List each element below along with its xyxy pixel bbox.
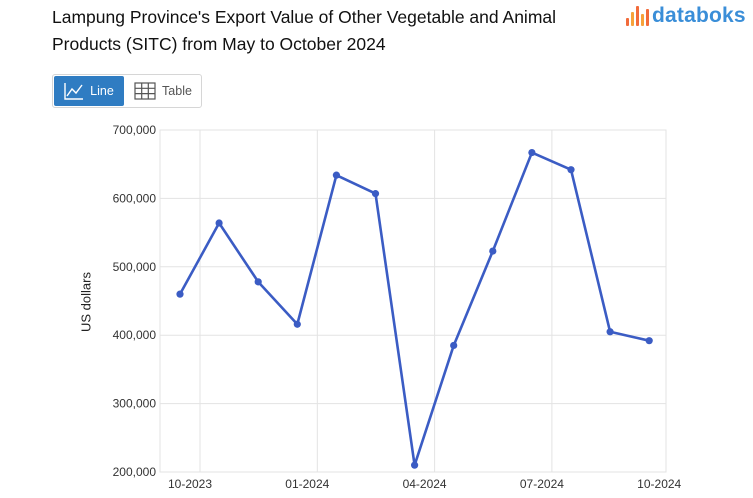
- y-tick-label: 300,000: [113, 397, 157, 411]
- x-tick-label: 01-2024: [285, 477, 329, 491]
- data-point[interactable]: [450, 341, 458, 350]
- series-line: [178, 151, 650, 467]
- x-tick-label: 04-2024: [403, 477, 447, 491]
- y-tick-label: 200,000: [113, 465, 157, 479]
- databoks-logo[interactable]: databoks: [626, 2, 746, 30]
- view-toggle: Line Table: [52, 74, 202, 108]
- line-chart-icon: [64, 83, 84, 100]
- x-tick-label: 07-2024: [520, 477, 564, 491]
- data-point[interactable]: [528, 148, 536, 157]
- table-view-label: Table: [162, 84, 192, 98]
- data-point[interactable]: [567, 166, 575, 174]
- table-grid-icon: [134, 82, 156, 100]
- databoks-bars-icon: [626, 6, 649, 26]
- gridlines: [159, 129, 667, 473]
- data-point[interactable]: [371, 190, 380, 198]
- y-tick-label: 500,000: [113, 260, 157, 274]
- logo-text: databoks: [652, 4, 746, 27]
- data-point[interactable]: [489, 247, 497, 255]
- x-tick-label: 10-2023: [168, 477, 212, 491]
- data-point[interactable]: [215, 219, 223, 227]
- data-point[interactable]: [254, 278, 262, 286]
- data-point[interactable]: [645, 337, 653, 345]
- line-view-button[interactable]: Line: [54, 76, 124, 106]
- table-view-button[interactable]: Table: [125, 75, 201, 107]
- x-tick-label: 10-2024: [637, 477, 681, 491]
- data-point[interactable]: [332, 171, 340, 179]
- chart-title: Lampung Province's Export Value of Other…: [52, 7, 557, 54]
- data-point[interactable]: [606, 328, 614, 336]
- data-point[interactable]: [293, 320, 301, 328]
- data-point[interactable]: [176, 290, 184, 298]
- line-view-label: Line: [90, 84, 114, 98]
- y-tick-label: 400,000: [113, 328, 157, 342]
- plot-area: [159, 129, 667, 473]
- data-point[interactable]: [411, 461, 419, 469]
- y-tick-label: 600,000: [113, 191, 157, 205]
- data-series: [176, 148, 653, 469]
- axis-ticks: 200,000 300,000 400,000 500,000 600,000 700,0…: [113, 123, 682, 491]
- y-tick-label: 700,000: [113, 123, 157, 137]
